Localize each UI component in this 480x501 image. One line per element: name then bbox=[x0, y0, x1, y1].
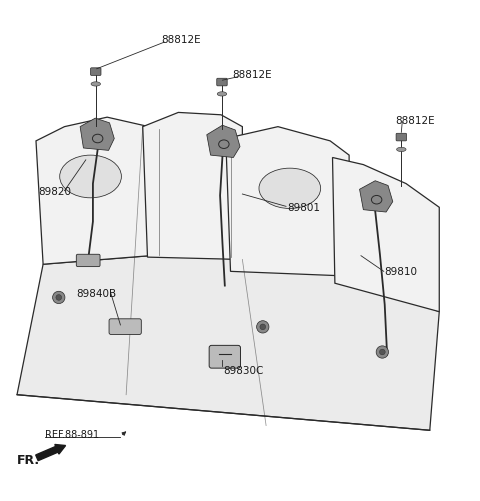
Text: 88812E: 88812E bbox=[396, 115, 435, 125]
Circle shape bbox=[380, 350, 385, 355]
FancyBboxPatch shape bbox=[209, 346, 240, 368]
FancyBboxPatch shape bbox=[396, 134, 407, 142]
FancyArrow shape bbox=[36, 444, 66, 461]
Polygon shape bbox=[333, 158, 439, 312]
Text: 89810: 89810 bbox=[384, 267, 418, 277]
Polygon shape bbox=[360, 181, 393, 212]
FancyBboxPatch shape bbox=[91, 69, 101, 76]
Polygon shape bbox=[17, 255, 439, 430]
Text: REF.88-891: REF.88-891 bbox=[46, 429, 100, 439]
Polygon shape bbox=[226, 127, 349, 277]
Circle shape bbox=[56, 295, 61, 301]
Circle shape bbox=[376, 346, 388, 358]
Polygon shape bbox=[143, 113, 242, 260]
Polygon shape bbox=[36, 118, 162, 265]
Text: 88812E: 88812E bbox=[161, 35, 201, 45]
Polygon shape bbox=[207, 126, 240, 158]
Text: 89840B: 89840B bbox=[76, 288, 117, 298]
Text: 89830C: 89830C bbox=[223, 365, 264, 375]
FancyBboxPatch shape bbox=[217, 79, 227, 87]
Text: FR.: FR. bbox=[17, 453, 40, 466]
Ellipse shape bbox=[91, 83, 100, 87]
Text: 89820: 89820 bbox=[38, 186, 72, 196]
Text: 89801: 89801 bbox=[288, 203, 321, 213]
Polygon shape bbox=[80, 119, 114, 151]
Ellipse shape bbox=[396, 148, 406, 152]
FancyBboxPatch shape bbox=[109, 319, 141, 335]
Ellipse shape bbox=[60, 156, 121, 198]
Circle shape bbox=[260, 324, 265, 330]
Ellipse shape bbox=[217, 93, 227, 97]
Ellipse shape bbox=[259, 169, 321, 209]
Circle shape bbox=[257, 321, 269, 333]
Text: 88812E: 88812E bbox=[232, 70, 272, 80]
Circle shape bbox=[53, 292, 65, 304]
FancyBboxPatch shape bbox=[76, 255, 100, 267]
